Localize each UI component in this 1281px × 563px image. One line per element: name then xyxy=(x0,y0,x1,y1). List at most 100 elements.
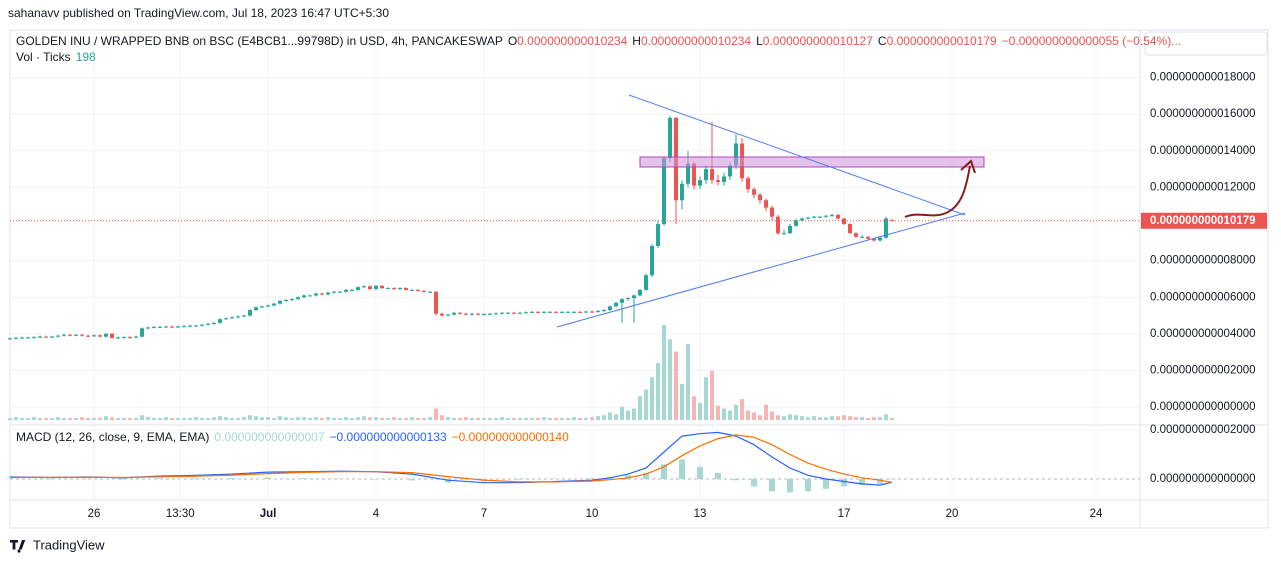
volume-bar xyxy=(26,418,31,420)
volume-bar xyxy=(608,412,613,420)
volume-bar xyxy=(188,418,193,420)
volume-bar xyxy=(464,417,469,420)
candle-body xyxy=(806,217,811,219)
candle-body xyxy=(176,326,181,328)
candle-body xyxy=(686,163,691,184)
candle-body xyxy=(20,337,25,339)
candle-body xyxy=(14,337,19,339)
candle-body xyxy=(872,238,877,241)
candle-body xyxy=(680,183,685,201)
candle-body xyxy=(464,313,469,315)
candle-body xyxy=(524,312,529,314)
candle-body xyxy=(356,287,361,290)
candle-body xyxy=(272,303,277,306)
volume-bar xyxy=(584,418,589,420)
volume-bar xyxy=(494,418,499,420)
volume-bar xyxy=(182,418,187,420)
volume-bar xyxy=(434,408,439,420)
volume-bar xyxy=(440,415,445,420)
y-tick-label: 0.000000000000000 xyxy=(1150,401,1256,413)
candle-body xyxy=(662,158,667,225)
volume-bar xyxy=(758,415,763,420)
candle-body xyxy=(758,194,763,201)
candle-body xyxy=(116,337,121,339)
candle-body xyxy=(338,291,343,293)
volume-bar xyxy=(362,416,367,420)
volume-bar xyxy=(14,417,19,420)
candle-body xyxy=(344,289,349,292)
candle-body xyxy=(104,333,109,337)
y-tick-label: 0.000000000008000 xyxy=(1150,255,1256,267)
histogram-bar xyxy=(877,479,884,484)
volume-bar xyxy=(338,418,343,420)
histogram-bar xyxy=(679,459,686,480)
histogram-bar xyxy=(445,479,452,483)
candle-body xyxy=(650,245,655,276)
volume-bar xyxy=(200,418,205,420)
volume-label: Vol · Ticks xyxy=(16,50,71,64)
volume-bar xyxy=(596,416,601,420)
y-tick-label: 0.000000000016000 xyxy=(1150,108,1256,120)
volume-bar xyxy=(332,418,337,420)
volume-bar xyxy=(482,418,487,420)
volume-bar xyxy=(518,418,523,420)
volume-bar xyxy=(236,418,241,420)
volume-bar xyxy=(68,418,73,420)
volume-bar xyxy=(158,418,163,420)
ohlc-value: 0.000000000010234 xyxy=(641,34,751,48)
candle-body xyxy=(632,295,637,299)
candle-body xyxy=(566,311,571,313)
ohlc-label: L xyxy=(756,34,763,48)
volume-bar xyxy=(638,396,643,420)
volume-bar xyxy=(578,418,583,420)
volume-bar xyxy=(260,417,265,420)
volume-bar xyxy=(344,417,349,420)
volume-bar xyxy=(356,417,361,420)
volume-bar xyxy=(806,417,811,420)
histogram-bar xyxy=(859,479,866,486)
candle-body xyxy=(140,328,145,337)
volume xyxy=(8,325,895,420)
volume-bar xyxy=(32,417,37,420)
candle-body xyxy=(884,218,889,238)
volume-bar xyxy=(320,418,325,420)
candle-body xyxy=(326,292,331,295)
volume-bar xyxy=(812,416,817,420)
candle-body xyxy=(146,327,151,329)
volume-bar xyxy=(104,416,109,420)
histogram-bar xyxy=(7,478,13,480)
candle-body xyxy=(452,312,457,315)
volume-bar xyxy=(710,370,715,420)
volume-bar xyxy=(698,402,703,420)
candle-body xyxy=(92,335,97,337)
volume-bar xyxy=(128,418,133,420)
drawings xyxy=(556,94,985,328)
candle-body xyxy=(302,295,307,298)
histogram-bar xyxy=(121,479,128,480)
volume-bar xyxy=(44,418,49,420)
x-tick-label: 24 xyxy=(1090,508,1103,520)
candle-body xyxy=(194,325,199,327)
candle-body xyxy=(182,326,187,328)
candle-body xyxy=(590,311,595,313)
y-tick-label: 0.000000000002000 xyxy=(1150,424,1256,436)
volume-bar xyxy=(392,417,397,420)
volume-bar xyxy=(644,389,649,420)
x-tick-label: 10 xyxy=(586,508,599,520)
brand: TradingView xyxy=(10,537,105,553)
volume-bar xyxy=(230,418,235,420)
candle-body xyxy=(494,313,499,315)
volume-bar xyxy=(62,418,67,420)
search-box[interactable] xyxy=(1144,31,1268,56)
candle-body xyxy=(134,336,139,338)
histogram-bar xyxy=(49,479,56,480)
candle-body xyxy=(26,337,31,339)
candle-body xyxy=(710,169,715,181)
candle-body xyxy=(44,336,49,338)
candle-body xyxy=(128,337,133,339)
volume-bar xyxy=(296,417,301,420)
candle-body xyxy=(842,218,847,225)
volume-bar xyxy=(164,417,169,420)
candle-body xyxy=(800,218,805,221)
ohlc-label: H xyxy=(632,34,641,48)
